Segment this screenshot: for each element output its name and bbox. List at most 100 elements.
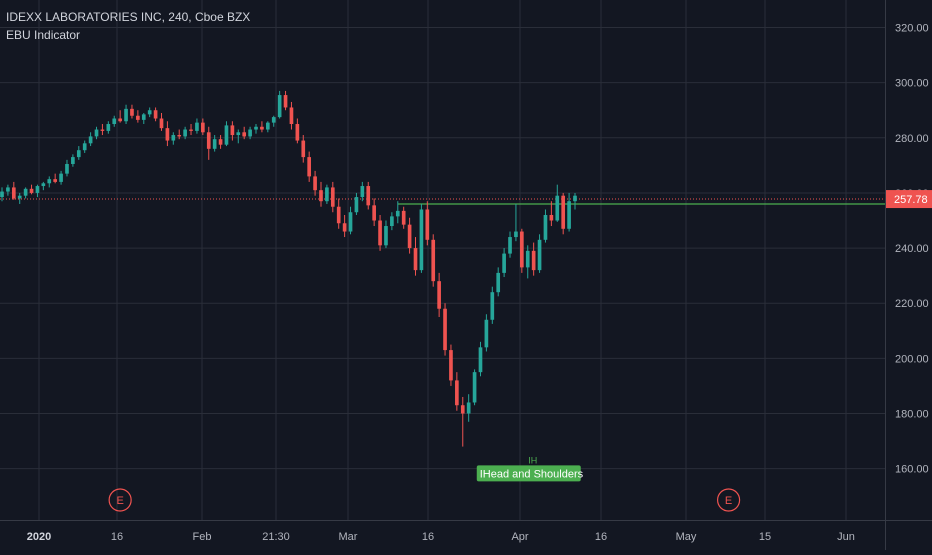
candle[interactable] <box>23 187 28 199</box>
candle[interactable] <box>183 126 187 140</box>
earnings-marker[interactable]: E <box>716 488 741 512</box>
candle[interactable] <box>336 198 341 229</box>
candle[interactable] <box>212 135 217 152</box>
candle[interactable] <box>431 234 436 287</box>
candle[interactable] <box>206 126 211 160</box>
candle[interactable] <box>265 121 270 133</box>
candle[interactable] <box>401 206 406 229</box>
candle[interactable] <box>124 104 128 125</box>
indicator-name[interactable]: EBU Indicator <box>6 28 81 42</box>
candle[interactable] <box>531 242 536 276</box>
candle[interactable] <box>177 129 182 140</box>
candle[interactable] <box>573 192 577 210</box>
candle[interactable] <box>289 101 294 130</box>
candle[interactable] <box>41 181 46 191</box>
candle[interactable] <box>242 126 247 140</box>
pattern-label[interactable]: IHead and Shoulders <box>476 465 584 482</box>
candle[interactable] <box>118 110 122 123</box>
candle[interactable] <box>455 372 459 411</box>
candle[interactable] <box>537 234 542 273</box>
candle[interactable] <box>460 396 465 447</box>
candle[interactable] <box>53 173 57 184</box>
candle[interactable] <box>443 303 447 356</box>
candle[interactable] <box>543 209 548 243</box>
candle[interactable] <box>11 181 16 200</box>
candle[interactable] <box>6 184 10 196</box>
candle[interactable] <box>35 184 40 198</box>
candle[interactable] <box>514 203 518 242</box>
candle[interactable] <box>295 118 300 144</box>
candle[interactable] <box>301 135 306 163</box>
candle[interactable] <box>141 112 146 125</box>
candle[interactable] <box>277 90 282 119</box>
candle[interactable] <box>71 154 75 167</box>
candle[interactable] <box>390 212 394 231</box>
candle[interactable] <box>384 220 388 249</box>
candle[interactable] <box>65 159 69 177</box>
candle[interactable] <box>520 228 524 273</box>
candle[interactable] <box>555 184 560 222</box>
candle[interactable] <box>307 151 312 182</box>
candle[interactable] <box>407 217 412 254</box>
candle[interactable] <box>165 121 170 147</box>
candle[interactable] <box>395 201 400 224</box>
price-axis[interactable]: 320.00300.00280.00260.00240.00220.00200.… <box>886 23 932 476</box>
candle[interactable] <box>372 198 376 227</box>
candle[interactable] <box>466 394 471 422</box>
candle[interactable] <box>313 170 317 196</box>
candle[interactable] <box>549 201 554 227</box>
candle[interactable] <box>425 201 430 246</box>
candle[interactable] <box>561 192 566 235</box>
candle[interactable] <box>254 124 258 134</box>
candle[interactable] <box>159 112 164 131</box>
candle[interactable] <box>236 129 241 144</box>
candle[interactable] <box>248 126 252 140</box>
earnings-marker[interactable]: E <box>108 488 132 512</box>
candle[interactable] <box>437 272 441 318</box>
candle[interactable] <box>76 146 81 160</box>
candle[interactable] <box>348 206 353 235</box>
candle[interactable] <box>153 107 158 122</box>
candle[interactable] <box>136 110 140 123</box>
candle[interactable] <box>224 121 229 147</box>
candles[interactable] <box>0 90 577 447</box>
candle[interactable] <box>319 181 323 207</box>
candle[interactable] <box>413 237 418 276</box>
candle[interactable] <box>171 132 176 145</box>
candle[interactable] <box>502 248 506 278</box>
time-axis[interactable]: 2020 16 Feb 21:30 Mar 16 Apr 16 May 15 Jun <box>27 531 855 543</box>
candle[interactable] <box>100 124 105 136</box>
candle[interactable] <box>378 214 382 251</box>
candle[interactable] <box>17 192 22 204</box>
candle[interactable] <box>496 267 501 297</box>
candle[interactable] <box>490 286 495 324</box>
candle[interactable] <box>29 184 34 195</box>
candle[interactable] <box>82 140 87 153</box>
candle[interactable] <box>147 107 152 118</box>
candle[interactable] <box>283 90 288 111</box>
candle[interactable] <box>508 231 512 258</box>
candle[interactable] <box>218 135 223 149</box>
candle[interactable] <box>325 184 329 204</box>
candle[interactable] <box>88 132 93 147</box>
candle[interactable] <box>449 344 453 386</box>
candle[interactable] <box>112 115 117 127</box>
candle[interactable] <box>472 369 477 406</box>
candle[interactable] <box>484 314 489 352</box>
candle[interactable] <box>330 181 335 213</box>
candle[interactable] <box>94 126 99 140</box>
candle[interactable] <box>59 170 63 185</box>
candle[interactable] <box>271 115 276 127</box>
candle[interactable] <box>366 181 371 210</box>
candle[interactable] <box>360 181 365 202</box>
candle[interactable] <box>354 192 359 215</box>
symbol-title[interactable]: IDEXX LABORATORIES INC, 240, Cboe BZX <box>6 10 251 24</box>
candle[interactable] <box>130 104 134 119</box>
last-price-badge[interactable]: 257.78 <box>886 190 932 209</box>
candle[interactable] <box>201 118 205 136</box>
candle[interactable] <box>0 187 4 202</box>
candle[interactable] <box>189 124 193 136</box>
